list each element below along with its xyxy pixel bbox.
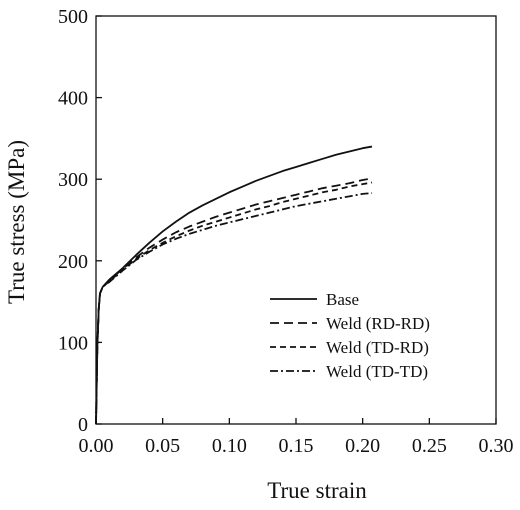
x-tick-label: 0.20 — [345, 435, 380, 457]
x-tick-label: 0.30 — [479, 435, 514, 457]
series-line-weld-td-rd — [95, 181, 373, 425]
legend-label: Weld (RD-RD) — [326, 314, 430, 333]
y-tick-label: 500 — [58, 6, 88, 28]
y-axis-title: True stress (MPa) — [4, 140, 29, 304]
x-tick-label: 0.10 — [212, 435, 247, 457]
x-tick-label: 0.00 — [79, 435, 114, 457]
y-tick-label: 100 — [58, 332, 88, 354]
legend-label: Weld (TD-TD) — [326, 362, 428, 381]
y-tick-label: 0 — [78, 414, 88, 436]
series-line-weld-rd-rd — [95, 177, 373, 425]
x-tick-label: 0.05 — [145, 435, 180, 457]
plot-frame — [95, 15, 497, 425]
series-line-weld-td-td — [95, 192, 373, 425]
plot-area — [95, 15, 497, 425]
y-tick-label: 300 — [58, 169, 88, 191]
legend-label: Base — [326, 290, 359, 309]
y-tick-label: 200 — [58, 251, 88, 273]
legend-label: Weld (TD-RD) — [326, 338, 429, 357]
x-axis-title: True strain — [267, 478, 367, 503]
legend: Base Weld (RD-RD) Weld (TD-RD) Weld (TD-TD) — [270, 290, 430, 381]
series-line-base — [95, 145, 373, 425]
axis-ticks: 0.00 0.05 0.10 0.15 0.20 0.25 0.30 0 100 200 300 40… — [58, 6, 514, 457]
x-tick-label: 0.25 — [412, 435, 447, 457]
y-tick-label: 400 — [58, 88, 88, 110]
x-tick-label: 0.15 — [279, 435, 314, 457]
